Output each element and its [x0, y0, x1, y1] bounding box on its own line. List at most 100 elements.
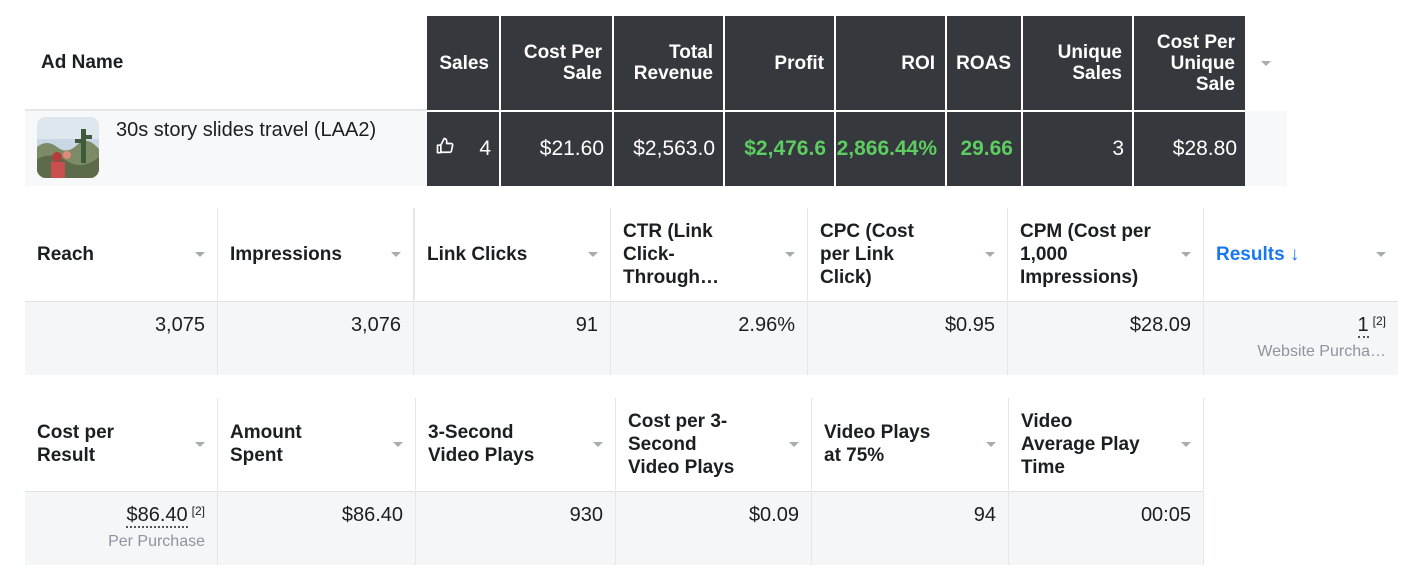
cost-per-three-second-value: $0.09	[748, 504, 799, 526]
value-unique-sales: 3	[1023, 112, 1132, 186]
value-video-plays-75: 94	[812, 491, 1009, 565]
header-cost-per-three-second-video-plays[interactable]: Cost per 3-Second Video Plays	[616, 398, 812, 490]
header-cpm-label: CPM (Cost per 1,000 Impressions)	[1020, 220, 1151, 288]
header-cpm[interactable]: CPM (Cost per 1,000 Impressions)	[1008, 208, 1204, 300]
header-reach[interactable]: Reach	[25, 208, 218, 300]
value-reach: 3,075	[25, 301, 218, 375]
header-three-second-video-plays-label: 3-Second Video Plays	[428, 422, 535, 466]
link-clicks-value: 91	[575, 314, 598, 336]
value-impressions: 3,076	[218, 301, 414, 375]
header-video-plays-75[interactable]: Video Plays at 75%	[812, 398, 1009, 490]
chevron-down-icon[interactable]	[1181, 252, 1191, 257]
value-amount-spent: $86.40	[218, 491, 416, 565]
value-roas: 29.66	[947, 112, 1021, 186]
chevron-down-icon[interactable]	[195, 252, 205, 257]
cost-per-unique-sale-value: $28.80	[1172, 137, 1237, 160]
header-video-average-play-time-label: Video Average Play Time	[1021, 410, 1140, 478]
header-reach-label: Reach	[37, 243, 95, 265]
header-video-average-play-time[interactable]: Video Average Play Time	[1009, 398, 1204, 490]
header-cost-per-result[interactable]: Cost per Result	[25, 398, 218, 490]
header-profit[interactable]: Profit	[725, 16, 834, 110]
cpm-value: $28.09	[1129, 314, 1191, 336]
chevron-down-icon[interactable]	[588, 252, 598, 257]
header-results[interactable]: Results ↓	[1204, 208, 1398, 300]
chevron-down-icon[interactable]	[1181, 442, 1191, 447]
header-unique-sales-label: Unique Sales	[1057, 42, 1122, 84]
header-cost-per-three-second-label: Cost per 3-Second Video Plays	[628, 410, 735, 478]
header-cost-per-sale-label: Cost Per Sale	[523, 42, 602, 84]
header-link-clicks-label: Link Clicks	[427, 243, 528, 265]
header-roas-label: ROAS	[956, 52, 1011, 74]
header-video-plays-75-label: Video Plays at 75%	[824, 422, 931, 466]
video-average-play-time-value: 00:05	[1140, 504, 1191, 526]
header-roas[interactable]: ROAS	[947, 16, 1021, 110]
chevron-down-icon[interactable]	[985, 252, 995, 257]
reach-value: 3,075	[154, 314, 205, 336]
row-tail	[1245, 111, 1287, 186]
header-results-label: Results ↓	[1216, 243, 1300, 265]
chevron-down-icon[interactable]	[393, 442, 403, 447]
sales-value: 4	[479, 137, 491, 160]
value-cost-per-sale: $21.60	[501, 112, 612, 186]
value-cost-per-unique-sale: $28.80	[1134, 112, 1245, 186]
value-ctr: 2.96%	[611, 301, 808, 375]
amount-spent-value: $86.40	[341, 504, 403, 526]
cost-per-result-subtext: Per Purchase	[108, 533, 205, 550]
header-impressions-label: Impressions	[230, 243, 342, 265]
ad-name[interactable]: 30s story slides travel (LAA2)	[116, 119, 377, 141]
chevron-down-icon[interactable]	[1261, 60, 1271, 66]
thumbs-up-icon	[435, 136, 455, 162]
header-cpc[interactable]: CPC (Cost per Link Click)	[808, 208, 1008, 300]
chevron-down-icon[interactable]	[789, 442, 799, 447]
header-cost-per-result-label: Cost per Result	[37, 422, 115, 466]
header-cost-per-unique-sale[interactable]: Cost Per Unique Sale	[1134, 16, 1245, 110]
total-revenue-value: $2,563.0	[633, 137, 715, 160]
results-value[interactable]: 1	[1357, 314, 1369, 338]
value-cost-per-result: $86.40 [2] Per Purchase	[25, 491, 218, 565]
header-unique-sales[interactable]: Unique Sales	[1023, 16, 1132, 110]
chevron-down-icon[interactable]	[593, 442, 603, 447]
header-total-revenue[interactable]: Total Revenue	[614, 16, 723, 110]
chevron-down-icon[interactable]	[195, 442, 205, 447]
cost-per-result-footnote: [2]	[191, 504, 205, 518]
header-ctr[interactable]: CTR (Link Click-Through…	[611, 208, 808, 300]
roi-value: 2,866.44%	[836, 137, 937, 160]
value-cpm: $28.09	[1008, 301, 1204, 375]
header-cpc-label: CPC (Cost per Link Click)	[820, 220, 914, 288]
header-impressions[interactable]: Impressions	[218, 208, 414, 300]
video-plays-75-value: 94	[973, 504, 996, 526]
chevron-down-icon[interactable]	[986, 442, 996, 447]
attribution-table: Ad Name 30s story slides travel (LAA2) S…	[25, 16, 1287, 186]
metrics-table-cost-video: Cost per Result Amount Spent 3-Second Vi…	[25, 398, 1204, 568]
header-profit-label: Profit	[774, 52, 824, 74]
ctr-value: 2.96%	[738, 314, 795, 336]
header-three-second-video-plays[interactable]: 3-Second Video Plays	[416, 398, 616, 490]
impressions-value: 3,076	[350, 314, 401, 336]
ad-name-header[interactable]: Ad Name	[41, 52, 124, 73]
value-cpc: $0.95	[808, 301, 1008, 375]
column-options-cell[interactable]	[1245, 16, 1287, 110]
results-subtext: Website Purcha…	[1257, 343, 1386, 360]
value-three-second-video-plays: 930	[416, 491, 616, 565]
header-ctr-label: CTR (Link Click-Through…	[623, 220, 720, 288]
roas-value: 29.66	[960, 137, 1013, 160]
header-cost-per-sale[interactable]: Cost Per Sale	[501, 16, 612, 110]
cost-per-result-value[interactable]: $86.40	[126, 504, 188, 528]
header-divider	[25, 109, 427, 111]
header-sales[interactable]: Sales	[427, 16, 499, 110]
chevron-down-icon[interactable]	[391, 252, 401, 257]
header-amount-spent[interactable]: Amount Spent	[218, 398, 416, 490]
header-link-clicks[interactable]: Link Clicks	[414, 208, 611, 300]
value-sales: 4	[427, 112, 499, 186]
header-roi[interactable]: ROI	[836, 16, 945, 110]
cost-per-sale-value: $21.60	[539, 137, 604, 160]
metrics-table-delivery: Reach Impressions Link Clicks CTR (Link …	[25, 208, 1398, 375]
header-cost-per-unique-sale-label: Cost Per Unique Sale	[1156, 31, 1235, 95]
unique-sales-value: 3	[1112, 137, 1124, 160]
cpc-value: $0.95	[944, 314, 995, 336]
header-total-revenue-label: Total Revenue	[633, 42, 713, 84]
chevron-down-icon[interactable]	[1376, 252, 1386, 257]
chevron-down-icon[interactable]	[785, 252, 795, 257]
travel-photo-thumbnail[interactable]	[37, 117, 99, 178]
value-roi: 2,866.44%	[836, 112, 945, 186]
